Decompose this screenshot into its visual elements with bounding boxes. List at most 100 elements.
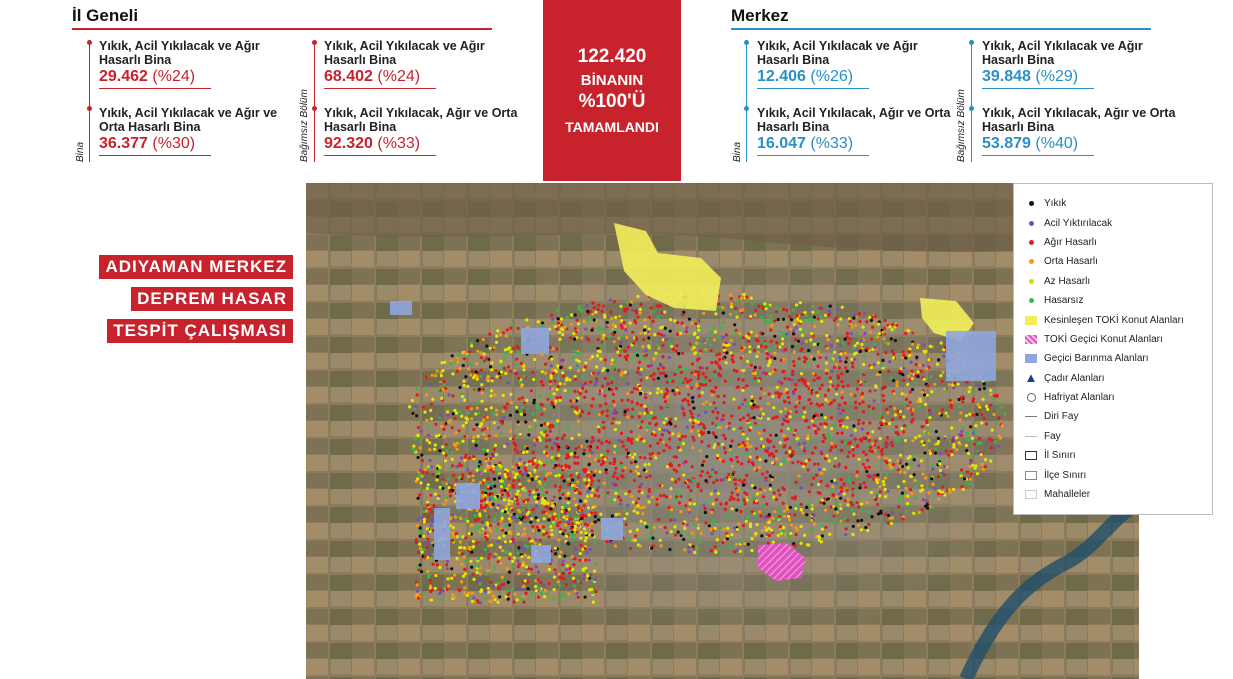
damage-dot xyxy=(907,374,911,378)
damage-dot xyxy=(575,336,579,340)
damage-dot xyxy=(733,342,737,346)
damage-dot xyxy=(490,492,494,496)
damage-dot xyxy=(885,407,889,411)
damage-dot xyxy=(718,352,722,356)
damage-dot xyxy=(900,392,904,396)
damage-dot xyxy=(526,587,530,591)
damage-dot xyxy=(867,435,871,439)
damage-dot xyxy=(552,392,556,396)
damage-dot xyxy=(763,319,767,323)
legend-item: Orta Hasarlı xyxy=(1024,252,1212,271)
damage-dot xyxy=(552,575,557,579)
damage-dot xyxy=(750,395,754,399)
damage-dot xyxy=(984,404,989,408)
damage-dot xyxy=(735,455,739,459)
damage-dot xyxy=(938,468,943,473)
damage-dot xyxy=(816,535,821,539)
damage-dot xyxy=(506,442,510,446)
damage-dot xyxy=(487,515,491,519)
damage-dot xyxy=(824,398,828,402)
stat-label: Yıkık, Acil Yıkılacak ve Ağır ve Orta Ha… xyxy=(99,106,278,134)
damage-dot xyxy=(521,508,525,512)
damage-dot xyxy=(999,405,1004,409)
damage-dot xyxy=(493,518,497,522)
damage-dot xyxy=(824,356,828,360)
damage-dot xyxy=(832,318,837,322)
damage-dot xyxy=(619,334,623,339)
damage-dot xyxy=(849,433,854,438)
damage-dot xyxy=(516,532,520,536)
damage-map[interactable] xyxy=(306,183,1139,679)
damage-dot xyxy=(940,485,945,489)
damage-dot xyxy=(526,580,530,584)
damage-dot xyxy=(968,412,972,416)
damage-dot xyxy=(650,432,654,436)
damage-dot xyxy=(675,388,679,392)
damage-dot xyxy=(610,388,614,392)
damage-dot xyxy=(703,380,707,384)
damage-dot xyxy=(478,572,482,576)
damage-dot xyxy=(901,372,905,377)
damage-dot xyxy=(488,346,492,350)
damage-dot xyxy=(969,458,973,462)
damage-dot xyxy=(649,306,653,310)
damage-dot xyxy=(556,514,560,518)
damage-dot xyxy=(422,548,426,552)
damage-dot xyxy=(486,484,490,489)
damage-dot xyxy=(754,447,759,451)
damage-dot xyxy=(723,437,727,441)
damage-dot xyxy=(461,535,465,539)
damage-dot xyxy=(563,510,567,514)
damage-dot xyxy=(886,342,890,346)
damage-dot xyxy=(888,360,892,364)
damage-dot xyxy=(930,463,934,468)
damage-dot xyxy=(504,504,508,508)
damage-dot xyxy=(540,412,544,416)
damage-dot xyxy=(937,497,941,501)
damage-dot xyxy=(553,512,557,516)
damage-dot xyxy=(415,583,419,587)
damage-dot xyxy=(789,428,793,432)
damage-dot xyxy=(559,490,563,495)
damage-dot xyxy=(535,406,540,410)
damage-dot xyxy=(929,411,933,415)
damage-dot xyxy=(721,311,725,315)
damage-dot xyxy=(515,498,519,502)
damage-dot xyxy=(573,337,577,341)
damage-dot xyxy=(988,403,993,407)
damage-dot xyxy=(876,512,881,516)
damage-dot xyxy=(647,500,651,504)
damage-dot xyxy=(824,313,828,317)
damage-dot xyxy=(768,487,772,491)
damage-dot xyxy=(469,341,473,345)
damage-dot xyxy=(559,359,564,363)
damage-dot xyxy=(524,420,528,424)
damage-dot xyxy=(514,472,518,476)
damage-dot xyxy=(681,313,685,317)
damage-dot xyxy=(896,409,900,414)
damage-dot xyxy=(487,544,491,548)
stat-underline xyxy=(99,155,211,156)
damage-dot xyxy=(805,543,810,547)
damage-dot xyxy=(548,429,552,433)
damage-dot xyxy=(847,341,851,345)
damage-dot xyxy=(861,462,866,466)
damage-dot xyxy=(639,302,643,306)
damage-dot xyxy=(719,326,723,330)
damage-dot xyxy=(942,354,946,358)
damage-dot xyxy=(556,384,560,389)
damage-dot xyxy=(492,497,496,501)
damage-dot xyxy=(490,368,494,372)
damage-dot xyxy=(428,441,432,445)
damage-dot xyxy=(429,402,433,406)
damage-dot xyxy=(831,485,835,489)
damage-dot xyxy=(587,338,591,342)
merkez-bina-stat-2: Yıkık, Acil Yıkılacak, Ağır ve Orta Hasa… xyxy=(757,106,957,156)
damage-dot xyxy=(536,320,540,324)
damage-dot xyxy=(584,361,588,365)
damage-dot xyxy=(763,342,767,346)
damage-dot xyxy=(520,545,524,549)
damage-dot xyxy=(717,546,721,550)
damage-dot xyxy=(916,374,920,379)
damage-dot xyxy=(527,572,531,576)
